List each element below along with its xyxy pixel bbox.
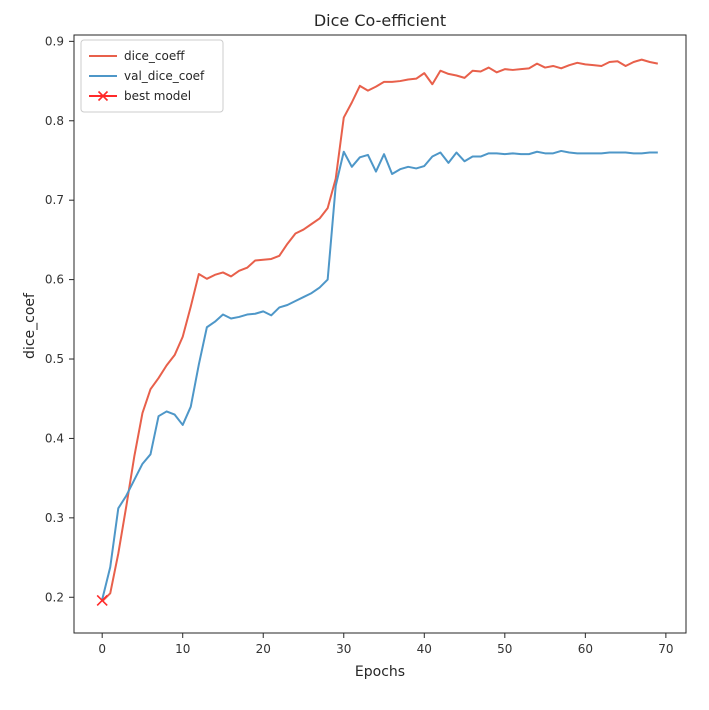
- plot-lines: [96, 58, 659, 607]
- x-tick-label: 50: [497, 642, 512, 656]
- legend-box: [80, 39, 224, 113]
- legend-marker: [97, 90, 109, 102]
- x-ticks: 0 10 20 30 40 50 60 70: [98, 633, 674, 656]
- chart-title: Dice Co-efficient: [314, 11, 446, 30]
- series-line-val-dice-coef: [101, 149, 658, 600]
- y-tick-label: 0.2: [45, 590, 64, 604]
- y-axis-title: dice_coef: [22, 292, 38, 359]
- y-tick-label: 0.8: [45, 114, 64, 128]
- x-tick-label: 60: [578, 642, 593, 656]
- series-line-dice-coeff: [101, 58, 659, 602]
- x-axis-title: Epochs: [355, 664, 405, 680]
- y-tick-label: 0.9: [45, 34, 64, 48]
- plot-frame: [73, 34, 687, 634]
- legend-entry-label: dice_coeff: [124, 49, 185, 63]
- x-tick-label: 20: [256, 642, 271, 656]
- best-model-marker: [96, 594, 108, 607]
- y-tick-label: 0.4: [45, 431, 64, 445]
- y-tick-label: 0.3: [45, 511, 64, 525]
- legend-entry-label: best model: [124, 89, 191, 103]
- x-tick-label: 40: [417, 642, 432, 656]
- y-tick-label: 0.7: [45, 193, 64, 207]
- legend-entry-label: val_dice_coef: [124, 69, 205, 83]
- y-ticks: 0.2 0.3 0.4 0.5 0.6 0.7 0.8 0.9: [45, 34, 74, 604]
- x-tick-label: 10: [175, 642, 190, 656]
- x-tick-label: 0: [98, 642, 106, 656]
- y-tick-label: 0.6: [45, 273, 64, 287]
- x-tick-label: 70: [658, 642, 673, 656]
- x-tick-label: 30: [336, 642, 351, 656]
- y-tick-label: 0.5: [45, 352, 64, 366]
